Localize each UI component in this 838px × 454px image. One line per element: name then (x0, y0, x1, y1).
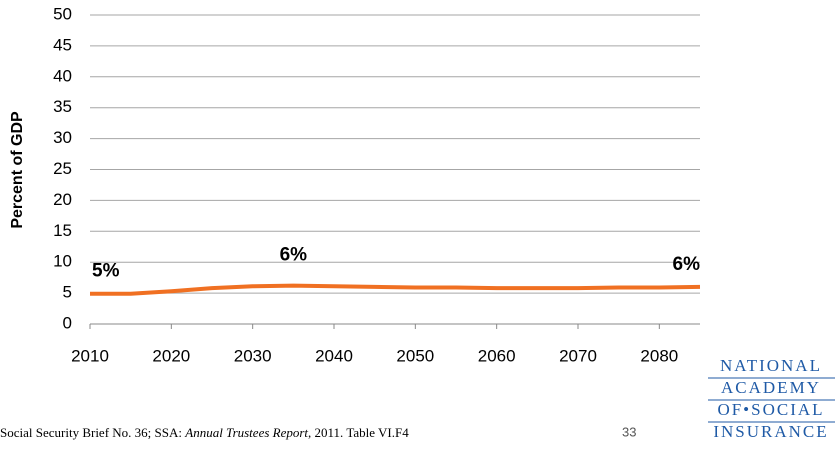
logo-text: OF•SOCIAL (717, 400, 824, 419)
x-tick-label: 2010 (71, 346, 109, 365)
y-tick-label: 10 (53, 252, 72, 271)
x-tick-label: 2080 (640, 346, 678, 365)
y-tick-label: 40 (53, 66, 72, 85)
logo-text: NATIONAL (720, 356, 822, 375)
y-tick-label: 50 (53, 4, 72, 23)
data-line (90, 283, 701, 296)
y-tick-label: 30 (53, 128, 72, 147)
x-tick-label: 2050 (396, 346, 434, 365)
y-axis-label: Percent of GDP (9, 111, 26, 229)
x-tick-label: 2020 (152, 346, 190, 365)
logo-text: ACADEMY (721, 378, 821, 397)
source-note: Social Security Brief No. 36; SSA: Annua… (0, 425, 409, 440)
y-tick-label: 5 (63, 283, 72, 302)
y-tick-label: 35 (53, 97, 72, 116)
page-number: 33 (622, 424, 636, 439)
source-text: Social Security Brief No. 36; SSA: (0, 425, 185, 440)
source-text: , 2011. Table VI.F4 (308, 425, 409, 440)
y-tick-label: 15 (53, 221, 72, 240)
x-tick-label: 2040 (315, 346, 353, 365)
x-tick-label: 2030 (234, 346, 272, 365)
logo-text: INSURANCE (713, 422, 828, 441)
y-tick-label: 0 (63, 313, 72, 332)
data-label: 5% (92, 261, 120, 282)
x-tick-label: 2060 (478, 346, 516, 365)
source-title: Annual Trustees Report (184, 425, 308, 440)
y-tick-label: 20 (53, 190, 72, 209)
logo: NATIONAL ACADEMY OF•SOCIAL INSURANCE (708, 356, 835, 441)
x-tick-label: 2070 (559, 346, 597, 365)
y-tick-label: 25 (53, 159, 72, 178)
data-label: 6% (673, 254, 701, 275)
y-tick-label: 45 (53, 35, 72, 54)
data-label: 6% (280, 245, 308, 266)
